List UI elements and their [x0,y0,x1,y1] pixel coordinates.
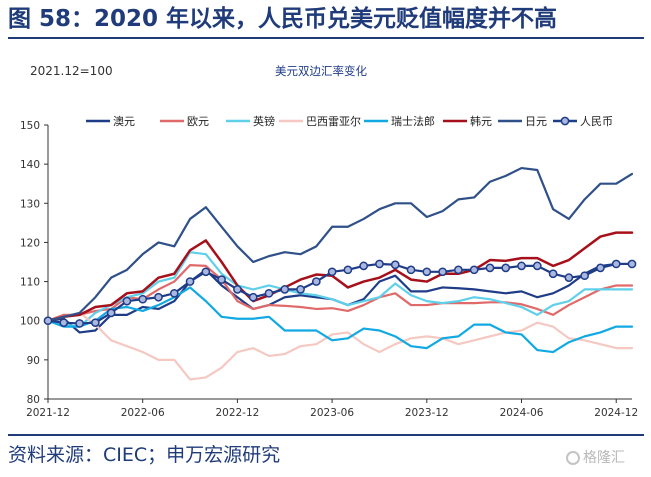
legend-item: 澳元 [86,115,135,128]
legend-label: 瑞士法郎 [391,114,435,128]
legend-item: 韩元 [443,114,492,128]
source-divider [8,434,644,436]
data-point [75,319,84,328]
chart-base-note: 2021.12=100 [30,64,113,78]
data-point [248,292,258,302]
legend-item: 英镑 [226,114,275,128]
data-point [296,285,305,294]
data-point [359,261,369,271]
x-tick-label: 2023-06 [310,407,354,419]
series-3 [46,311,634,381]
legend-item: 日元 [498,115,547,128]
data-point [233,285,242,294]
legend-label: 韩元 [470,114,492,128]
series-7 [43,259,637,328]
chart-plot-area [43,166,637,381]
data-point [311,277,321,286]
data-point [106,308,116,318]
series-line [46,251,634,328]
x-tick-label: 2022-12 [215,407,259,419]
data-point [264,288,274,298]
series-line [46,286,634,354]
legend-label: 欧元 [187,115,209,128]
data-point [327,267,337,277]
data-point [185,277,195,286]
chart-axes: 80 90 100 110 120 130 140 150 2021-12 2022-06 2022… [20,120,638,419]
series-2 [46,251,634,328]
legend-label: 澳元 [113,115,135,128]
data-point [59,318,69,328]
data-point [43,316,53,326]
data-point [280,285,290,294]
legend-label: 日元 [525,115,547,128]
data-point [469,265,479,275]
data-point [454,265,463,275]
y-tick-label: 80 [27,394,40,406]
exchange-rate-chart: 2021.12=100 美元双边汇率变化 澳元 欧元 英镑 巴西雷亚尔 瑞士法郎 韩元 日元… [20,64,638,419]
y-tick-label: 120 [20,237,40,249]
y-tick-label: 100 [20,316,40,328]
legend-item: 人民币 [553,115,613,128]
data-point [406,265,416,275]
legend-label: 英镑 [253,114,275,128]
series-line [46,231,634,322]
legend-item: 欧元 [160,115,209,128]
data-point [217,275,226,284]
data-point [169,288,179,298]
legend-item: 巴西雷亚尔 [279,115,361,128]
data-point [375,259,384,269]
data-point [154,292,163,302]
legend-item: 瑞士法郎 [364,114,435,128]
y-tick-label: 140 [20,159,40,171]
y-tick-label: 130 [20,198,40,210]
y-tick-label: 110 [20,277,40,289]
data-point [91,318,100,328]
series-line [46,262,634,325]
data-point [201,267,211,277]
page-title: 图 58：2020 年以来，人民币兑美元贬值幅度并不高 [8,6,558,32]
y-tick-label: 90 [27,355,40,367]
legend-label: 巴西雷亚尔 [306,115,361,128]
legend-marker [560,116,570,126]
series-line [46,166,634,322]
watermark: 格隆汇 [566,448,625,468]
watermark-text: 格隆汇 [583,450,625,466]
data-point [422,267,432,277]
data-point [548,269,558,279]
x-tick-label: 2024-06 [500,407,544,419]
y-tick-label: 150 [20,120,40,132]
data-point [596,263,605,273]
chart-legend: 澳元 欧元 英镑 巴西雷亚尔 瑞士法郎 韩元 日元 人民币 [86,114,613,128]
series-4 [46,286,634,354]
watermark-logo-icon [566,451,580,465]
series-5 [46,231,634,322]
data-point [564,273,574,283]
data-point [517,261,526,271]
series-line [46,311,634,381]
data-point [138,294,148,304]
data-point [580,271,590,281]
chart-title: 美元双边汇率变化 [275,64,367,78]
data-point [611,259,621,269]
data-point [501,263,511,273]
x-tick-label: 2023-12 [405,407,449,419]
title-divider [8,37,644,39]
data-point [627,259,637,269]
data-point [390,260,400,270]
data-point [438,267,447,277]
data-point [485,263,495,273]
legend-label: 人民币 [580,115,613,128]
source-note: 资料来源：CIEC；申万宏源研究 [8,444,281,466]
series-6 [46,166,634,322]
data-point [343,265,353,275]
data-point [532,261,542,271]
x-tick-label: 2021-12 [26,407,70,419]
data-point [122,296,132,306]
x-tick-label: 2022-06 [121,407,165,419]
x-tick-label: 2024-12 [594,407,638,419]
